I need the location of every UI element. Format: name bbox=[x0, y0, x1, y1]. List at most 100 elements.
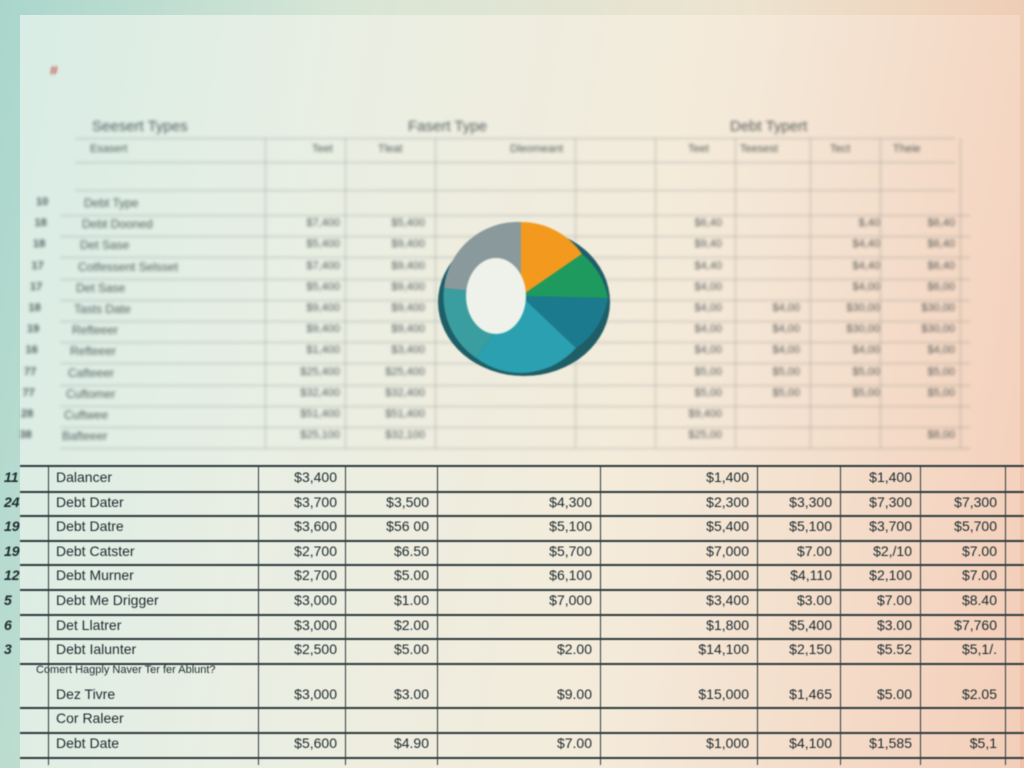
marker: # bbox=[50, 62, 58, 78]
row-number: 38 bbox=[19, 429, 32, 442]
cell: $4,00 bbox=[694, 280, 722, 293]
row-label: Debt Ialunter bbox=[56, 641, 137, 658]
grid-line bbox=[840, 465, 841, 765]
cell: $4,100 bbox=[789, 735, 832, 751]
cell: $4,40 bbox=[852, 238, 880, 251]
cell: $4,00 bbox=[694, 323, 722, 336]
cell: $4,00 bbox=[694, 344, 722, 357]
cell: $7,000 bbox=[549, 592, 592, 608]
grid-line bbox=[75, 190, 955, 191]
sub-header: Theie bbox=[893, 143, 921, 155]
cell: $14,100 bbox=[698, 641, 749, 658]
cell: $9,400 bbox=[391, 280, 425, 293]
cell: $1,400 bbox=[869, 469, 912, 485]
row-number: 18 bbox=[28, 302, 41, 314]
sub-header: Teet bbox=[688, 143, 709, 155]
grid-line bbox=[435, 138, 436, 448]
row-number: 3 bbox=[4, 641, 12, 658]
pie-slice bbox=[521, 254, 608, 298]
cell: $3.00 bbox=[393, 685, 429, 702]
cell: $5.52 bbox=[876, 641, 912, 658]
cell: $6,40 bbox=[694, 217, 722, 230]
cell: $30,00 bbox=[921, 302, 955, 314]
cell: $3,600 bbox=[294, 518, 337, 535]
grid-line bbox=[655, 138, 656, 448]
cell: $56 00 bbox=[386, 518, 429, 535]
row-number: 17 bbox=[30, 280, 43, 293]
row-line bbox=[20, 539, 1024, 542]
cell: $5,00 bbox=[927, 386, 955, 399]
cell: $5,400 bbox=[306, 238, 340, 251]
cell: $6,00 bbox=[927, 280, 955, 293]
cell: $8.40 bbox=[961, 592, 997, 608]
sub-header: Tleat bbox=[378, 143, 403, 155]
cell: $25,100 bbox=[300, 429, 340, 442]
cell: $5,700 bbox=[549, 542, 592, 559]
cell: $15,000 bbox=[698, 685, 749, 702]
bottom-table: 11 Dalancer $3,400 $1,400 $1,400 24 Debt Dater… bbox=[0, 460, 1024, 768]
cell: $5.00 bbox=[393, 641, 429, 658]
cell: $9,400 bbox=[391, 302, 425, 314]
cell: $4,00 bbox=[772, 344, 800, 357]
cell: $5,100 bbox=[549, 518, 592, 535]
header: Fasert Type bbox=[408, 118, 487, 135]
row-number: 16 bbox=[25, 344, 38, 357]
cell: $7.00 bbox=[961, 567, 997, 584]
cell: $9.00 bbox=[556, 685, 592, 702]
cell: $2,700 bbox=[294, 542, 337, 559]
sub-header: Teesest bbox=[740, 143, 778, 155]
grid-line bbox=[600, 465, 601, 765]
grid-line bbox=[810, 138, 811, 448]
cell: $1,400 bbox=[706, 469, 749, 485]
note: Comert Hagply Naver Ter fer Ablunt? bbox=[36, 663, 216, 676]
pie-graphic bbox=[438, 221, 610, 376]
row-line bbox=[60, 405, 970, 407]
cell: $3,000 bbox=[294, 616, 337, 633]
cell: $1,465 bbox=[789, 685, 832, 702]
pie-slice bbox=[476, 296, 576, 373]
cell: $5,1/. bbox=[961, 641, 997, 658]
row-label: Refteeer bbox=[72, 323, 119, 338]
header: Debt Typert bbox=[730, 118, 808, 135]
row-line bbox=[20, 662, 1024, 665]
row-label: Det Llatrer bbox=[56, 616, 122, 633]
cell: $32,100 bbox=[385, 429, 425, 442]
row-number: 19 bbox=[4, 542, 20, 559]
cell: $5,00 bbox=[694, 365, 722, 378]
cell: $5.00 bbox=[876, 685, 912, 702]
cell: $4.90 bbox=[393, 735, 429, 751]
row-label: Debt Datre bbox=[56, 518, 124, 535]
cell: $7,300 bbox=[869, 493, 912, 510]
cell: $4,00 bbox=[772, 323, 800, 336]
cell: $3,400 bbox=[391, 344, 425, 357]
grid-line bbox=[735, 138, 736, 448]
cell: $5,1 bbox=[969, 735, 997, 751]
cell: $5,100 bbox=[789, 518, 832, 535]
row-number: 17 bbox=[31, 259, 44, 272]
cell: $5,400 bbox=[306, 280, 340, 293]
grid-line bbox=[880, 138, 881, 448]
row-line bbox=[20, 589, 1024, 591]
row-label: Debt Me Drigger bbox=[56, 592, 159, 608]
cell: $2.05 bbox=[961, 685, 997, 702]
cell: $5,600 bbox=[294, 735, 337, 751]
cell: $3,000 bbox=[294, 685, 337, 702]
sub-header: Tect bbox=[830, 143, 851, 155]
cell: $32,400 bbox=[385, 386, 425, 399]
cell: $5,00 bbox=[852, 386, 880, 399]
cell: $5,00 bbox=[694, 386, 722, 399]
cell: $25,00 bbox=[688, 429, 722, 442]
row-label: Cuftomer bbox=[66, 386, 116, 401]
cell: $2,700 bbox=[294, 567, 337, 584]
cell: $4,00 bbox=[852, 280, 880, 293]
cell: $,40 bbox=[858, 217, 880, 230]
cell: $9,400 bbox=[688, 408, 722, 420]
row-number: 28 bbox=[21, 408, 34, 420]
grid-line bbox=[960, 138, 961, 448]
cell: $51,400 bbox=[300, 408, 340, 420]
cell: $25,400 bbox=[385, 365, 425, 378]
cell: $6.50 bbox=[393, 542, 429, 559]
row-line bbox=[60, 448, 970, 450]
cell: $5,400 bbox=[789, 616, 832, 633]
